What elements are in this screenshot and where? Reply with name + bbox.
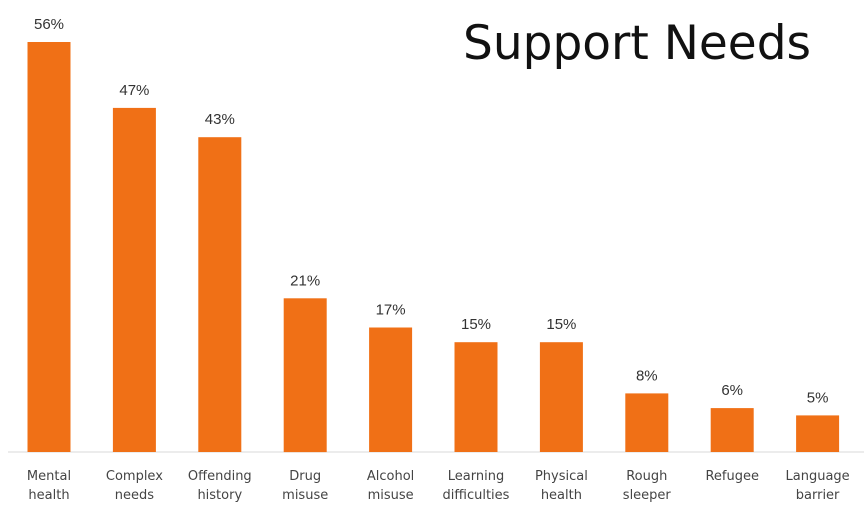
data-label-7: 8% [636,367,658,384]
category-label-6-1: health [541,488,582,503]
category-label-7-0: Rough [626,469,667,484]
category-label-6-0: Physical [535,469,588,484]
data-label-4: 17% [376,302,406,319]
category-label-4-0: Alcohol [367,469,414,484]
bar-6 [539,342,583,452]
category-label-1-1: needs [115,488,154,503]
category-label-5-1: difficulties [443,488,510,503]
bars-group [27,42,840,453]
category-labels-group: Mental health Complex needs Offending history… [27,469,850,503]
category-label-2-0: Offending [188,469,252,484]
data-label-9: 5% [807,389,829,406]
bar-2 [198,137,242,452]
category-label-2-1: history [197,488,242,503]
category-label-0-1: health [28,488,69,503]
bar-9 [796,415,840,452]
data-label-6: 15% [546,316,576,333]
chart-title: Support Needs [463,16,811,71]
category-label-0-0: Mental [27,469,71,484]
category-label-9-0: Language [786,469,850,484]
bar-1 [112,107,156,453]
category-label-5-0: Learning [448,469,504,484]
data-label-1: 47% [119,82,149,99]
category-label-7-1: sleeper [623,488,672,503]
data-label-8: 6% [721,382,743,399]
value-labels-group: 56% 47% 43% 21% 17% 15% 15% 8% 6% 5% [34,16,828,406]
data-label-5: 15% [461,316,491,333]
bar-5 [454,342,498,452]
data-label-3: 21% [290,272,320,289]
category-label-4-1: misuse [368,488,414,503]
bar-7 [625,393,669,452]
category-label-1-0: Complex [106,469,163,484]
bar-0 [27,42,71,452]
category-label-8-0: Refugee [705,469,759,484]
data-label-0: 56% [34,16,64,33]
category-label-9-1: barrier [796,488,840,503]
bar-4 [369,327,413,452]
category-label-3-1: misuse [282,488,328,503]
bar-8 [710,408,754,452]
data-label-2: 43% [205,111,235,128]
bar-3 [283,298,327,453]
category-label-3-0: Drug [289,469,321,484]
